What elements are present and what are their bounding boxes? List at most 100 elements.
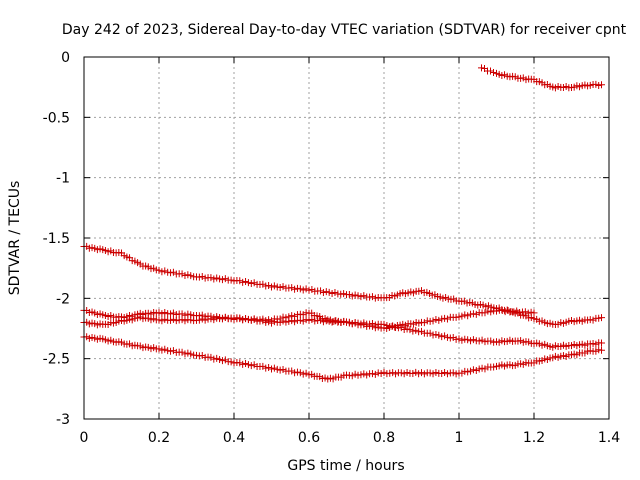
data-point — [262, 364, 270, 372]
data-point — [469, 310, 477, 318]
series-sat-a — [478, 64, 605, 92]
data-point — [305, 286, 313, 294]
data-point — [469, 366, 477, 374]
data-point — [426, 369, 434, 377]
data-point — [435, 316, 443, 324]
data-point — [464, 368, 472, 376]
data-point — [487, 67, 494, 75]
data-point — [161, 267, 169, 275]
data-point — [403, 368, 411, 376]
data-point — [441, 332, 449, 340]
data-point — [236, 359, 244, 367]
data-point — [420, 319, 428, 327]
data-point — [213, 354, 221, 362]
data-point — [443, 370, 451, 378]
data-point — [464, 312, 472, 320]
data-point — [446, 334, 454, 342]
x-tick-label: 0 — [80, 430, 89, 446]
data-point — [184, 271, 192, 279]
data-point — [420, 370, 428, 378]
data-point — [250, 361, 258, 369]
data-point — [403, 325, 411, 333]
data-point — [443, 315, 451, 323]
y-tick-label: 0 — [61, 50, 70, 66]
axis-ticks — [83, 56, 610, 420]
y-tick-labels: 0 -0.5 -1 -1.5 -2 -2.5 -3 — [43, 50, 70, 428]
series-sat-e — [80, 333, 605, 383]
data-point — [250, 279, 258, 287]
data-point — [409, 327, 417, 335]
y-tick-label: -3 — [56, 412, 70, 428]
series-sat-b — [80, 242, 605, 329]
grid-lines — [84, 57, 609, 419]
data-point — [265, 364, 273, 372]
y-tick-label: -1 — [56, 171, 70, 187]
data-point — [472, 310, 480, 318]
data-point — [210, 316, 218, 324]
data-point — [481, 338, 489, 346]
data-point — [435, 331, 443, 339]
data-point — [276, 284, 284, 292]
y-tick-label: -1.5 — [43, 231, 70, 247]
data-point — [184, 349, 192, 357]
data-point — [270, 282, 278, 290]
data-point — [161, 315, 169, 323]
data-point — [242, 278, 250, 286]
data-point — [363, 371, 371, 379]
data-point — [262, 282, 270, 290]
data-point — [221, 275, 229, 283]
y-tick-label: -2 — [56, 291, 70, 307]
x-tick-label: 0.2 — [148, 430, 170, 446]
data-point — [218, 315, 226, 323]
x-tick-label: 0.6 — [298, 430, 320, 446]
x-tick-label: 1 — [455, 430, 464, 446]
data-point — [429, 317, 437, 325]
data-point — [441, 314, 449, 322]
data-point — [475, 337, 483, 345]
data-point — [493, 307, 500, 315]
x-tick-label: 0.8 — [373, 430, 395, 446]
data-point — [371, 370, 379, 378]
data-point — [469, 336, 477, 344]
data-point — [406, 326, 414, 334]
data-point — [598, 339, 605, 347]
data-point — [279, 283, 287, 291]
data-point — [490, 363, 498, 371]
series-sat-d — [80, 313, 605, 351]
data-point — [299, 317, 307, 325]
data-point — [487, 337, 495, 345]
data-point — [236, 314, 244, 322]
data-point — [510, 308, 518, 316]
data-point — [268, 319, 275, 327]
data-point — [331, 289, 339, 297]
data-point — [322, 288, 330, 296]
data-point — [270, 364, 278, 372]
data-point — [291, 318, 299, 326]
data-point — [227, 358, 235, 366]
data-point — [293, 368, 301, 376]
data-point — [380, 368, 388, 376]
data-point — [438, 333, 446, 341]
data-point — [467, 367, 475, 375]
data-point — [598, 346, 605, 354]
data-point — [270, 318, 278, 326]
data-point — [201, 316, 209, 324]
data-point — [371, 321, 379, 329]
data-point — [432, 368, 440, 376]
data-point — [386, 323, 394, 331]
y-axis-label: SDTVAR / TECUs — [7, 181, 23, 296]
data-point — [167, 347, 175, 355]
data-point — [478, 364, 486, 372]
data-point — [412, 326, 420, 334]
data-point — [158, 346, 166, 354]
data-point — [259, 362, 267, 370]
data-point — [308, 316, 316, 324]
data-point — [331, 317, 339, 325]
data-point — [213, 274, 221, 282]
data-point — [282, 318, 290, 326]
data-point — [178, 348, 186, 356]
data-point — [527, 308, 535, 316]
data-point — [452, 335, 460, 343]
data-point — [169, 315, 177, 323]
data-point — [322, 317, 330, 325]
